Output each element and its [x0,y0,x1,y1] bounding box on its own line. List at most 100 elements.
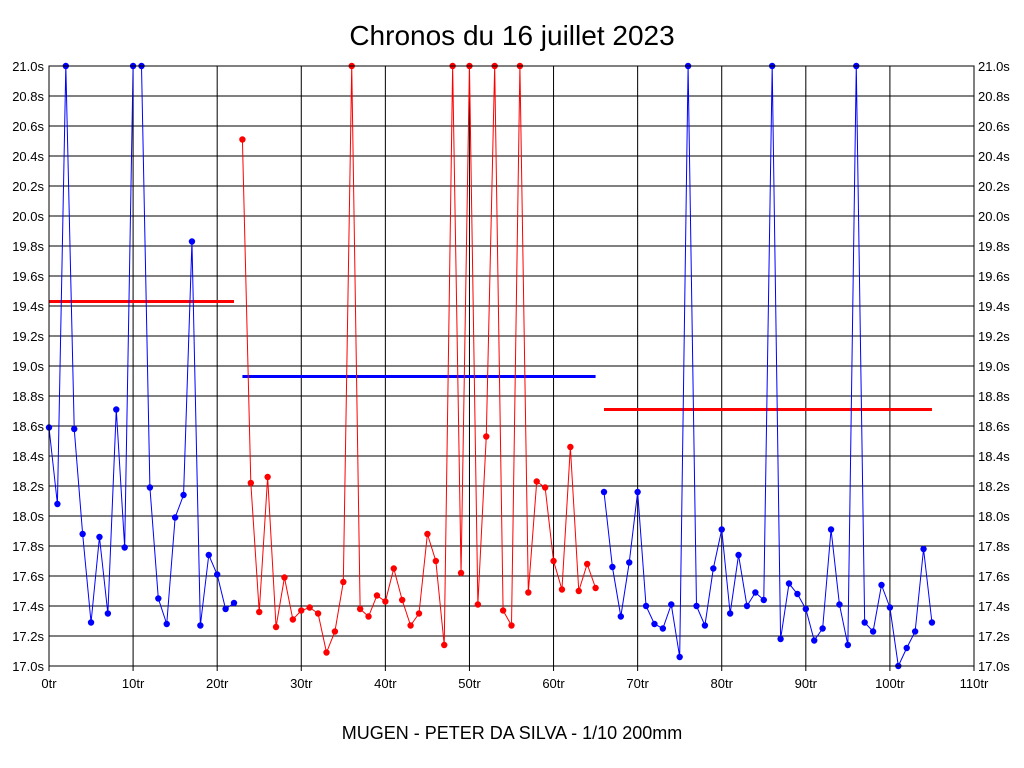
data-point [499,607,507,614]
x-tick-label: 30tr [290,676,313,691]
y-tick-label-left: 20.2s [12,179,44,194]
y-tick-label-left: 20.4s [12,149,44,164]
data-point [323,649,330,656]
data-point [441,641,448,649]
data-point [483,433,490,440]
data-point [651,620,658,628]
x-tick-label: 70tr [626,676,649,691]
data-point [575,587,582,595]
data-point [726,610,734,617]
data-point [163,620,170,628]
data-point [718,526,725,533]
data-point [886,604,894,611]
y-tick-label-right: 20.8s [978,89,1010,104]
y-tick-label-right: 20.0s [978,209,1010,224]
data-point [583,560,591,568]
data-point [911,628,919,635]
data-point [457,569,465,577]
x-tick-label: 110tr [960,676,989,691]
data-point [171,514,179,521]
y-tick-label-right: 20.4s [978,149,1010,164]
data-point [146,484,154,491]
data-point [365,613,372,620]
data-point [272,623,280,631]
data-point [96,533,103,541]
data-point [79,530,86,538]
y-tick-label-right: 18.4s [978,449,1010,464]
data-point [508,622,515,629]
data-point [155,595,162,602]
data-point [121,544,128,551]
data-point [239,136,246,143]
y-tick-label-right: 19.8s [978,239,1010,254]
data-point [113,406,120,413]
y-tick-label-right: 20.2s [978,179,1010,194]
data-point [676,653,683,661]
data-point [230,599,238,607]
data-point [205,551,212,559]
data-point [743,602,751,610]
y-tick-label-left: 19.8s [12,239,44,254]
data-point [693,602,700,610]
y-tick-label-left: 18.6s [12,419,44,434]
data-series [239,62,599,656]
y-tick-label-left: 18.8s [12,389,44,404]
y-tick-label-left: 20.8s [12,89,44,104]
data-point [785,580,793,587]
y-tick-label-right: 19.6s [978,269,1010,284]
y-tick-label-left: 21.0s [12,59,44,74]
y-tick-label-left: 19.0s [12,359,44,374]
data-point [87,619,95,626]
data-point [525,589,532,596]
y-tick-label-left: 18.0s [12,509,44,524]
data-point [71,425,78,433]
data-point [836,601,843,608]
data-point [777,635,784,643]
data-point [340,578,347,586]
data-point [256,608,263,616]
data-point [735,551,742,559]
chart-title: Chronos du 16 juillet 2023 [349,20,674,51]
data-point [668,601,675,608]
data-point [398,596,406,604]
data-point [701,622,709,629]
x-tick-label: 40tr [374,676,397,691]
y-tick-label-right: 17.6s [978,569,1010,584]
y-tick-label-right: 20.6s [978,119,1010,134]
data-point [533,478,540,485]
data-point [928,619,936,626]
y-tick-label-right: 21.0s [978,59,1010,74]
x-tick-label: 100tr [875,676,905,691]
y-tick-label-right: 19.0s [978,359,1010,374]
data-point [617,613,625,620]
y-tick-label-left: 18.4s [12,449,44,464]
y-tick-label-right: 19.2s [978,329,1010,344]
data-point [180,491,187,499]
x-tick-label: 0tr [41,676,57,691]
data-point [104,610,112,617]
data-point [920,545,927,553]
y-tick-label-left: 17.8s [12,539,44,554]
data-point [827,526,835,533]
x-tick-label: 60tr [542,676,565,691]
x-tick-label: 80tr [711,676,734,691]
data-point [432,557,440,565]
y-tick-label-left: 17.0s [12,659,44,674]
data-point [390,565,397,572]
data-point [247,479,255,487]
y-tick-label-right: 17.4s [978,599,1010,614]
x-tick-label: 10tr [122,676,145,691]
y-tick-label-left: 17.4s [12,599,44,614]
data-point [592,584,599,592]
data-point [861,619,868,626]
data-point [188,238,196,245]
y-tick-label-right: 18.2s [978,479,1010,494]
data-point [54,500,61,508]
tick-labels: 0tr 10tr 20tr 30tr 40tr 50tr 60tr 70tr 80tr 90tr 1… [12,59,1010,691]
data-point [281,574,288,581]
y-tick-label-left: 17.6s [12,569,44,584]
data-point [558,586,566,593]
data-point [373,592,381,599]
data-point [213,571,221,578]
y-tick-label-left: 20.6s [12,119,44,134]
